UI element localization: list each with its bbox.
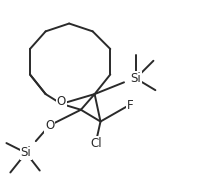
- Text: Cl: Cl: [90, 137, 102, 150]
- Text: Si: Si: [21, 146, 31, 159]
- Text: Si: Si: [130, 72, 140, 85]
- Text: O: O: [45, 119, 54, 132]
- Text: F: F: [126, 99, 133, 112]
- Text: O: O: [56, 95, 66, 108]
